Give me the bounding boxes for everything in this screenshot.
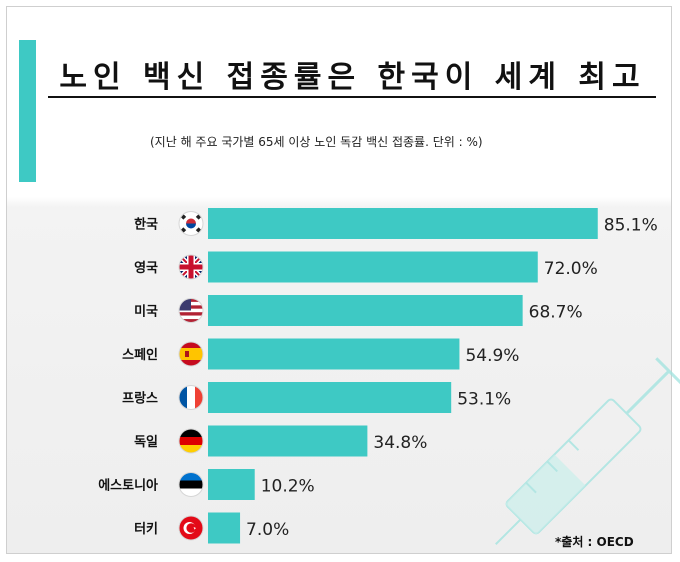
value-label: 53.1% bbox=[457, 390, 511, 410]
value-label: 7.0% bbox=[246, 520, 289, 540]
bar bbox=[208, 425, 368, 457]
category-label: 미국 bbox=[134, 304, 158, 320]
category-label: 터키 bbox=[134, 521, 158, 537]
category-label: 에스토니아 bbox=[98, 478, 158, 494]
value-label: 34.8% bbox=[373, 433, 427, 453]
value-label: 72.0% bbox=[544, 259, 598, 279]
value-label: 68.7% bbox=[529, 303, 583, 323]
category-label: 한국 bbox=[134, 217, 158, 233]
syringe-illustration bbox=[495, 357, 680, 545]
bar bbox=[208, 382, 452, 413]
bar bbox=[208, 512, 241, 544]
france-flag-icon bbox=[178, 385, 204, 410]
category-label: 스페인 bbox=[122, 347, 158, 363]
bar bbox=[208, 469, 255, 500]
bar bbox=[208, 208, 598, 239]
value-label: 10.2% bbox=[261, 477, 315, 497]
accent-bar bbox=[19, 40, 36, 182]
category-label: 영국 bbox=[134, 261, 158, 276]
source-note: *출처 : OECD bbox=[555, 535, 634, 549]
chart-subtitle: (지난 해 주요 국가별 65세 이상 노인 독감 백신 접종률. 단위 : %… bbox=[150, 135, 483, 149]
chart-title: 노인 백신 접종률은 한국이 세계 최고 bbox=[59, 60, 646, 95]
south-korea-flag-icon bbox=[178, 211, 204, 236]
bar bbox=[208, 251, 538, 283]
title-underline bbox=[48, 96, 656, 98]
value-label: 85.1% bbox=[604, 216, 658, 236]
spain-flag-icon bbox=[178, 341, 204, 367]
usa-flag-icon bbox=[178, 298, 204, 323]
turkey-flag-icon bbox=[178, 515, 204, 541]
uk-flag-icon bbox=[178, 254, 204, 280]
estonia-flag-icon bbox=[178, 472, 204, 497]
germany-flag-icon bbox=[178, 428, 204, 454]
category-label: 프랑스 bbox=[122, 392, 158, 407]
bar bbox=[208, 338, 460, 370]
bar bbox=[208, 295, 523, 326]
value-label: 54.9% bbox=[465, 346, 519, 366]
bars-layer: 한국 85.1% 영국 72.0% 미국 68.7% 스페인 54.9% 프랑스 53.1% 독일 3… bbox=[98, 208, 658, 544]
category-label: 독일 bbox=[134, 435, 158, 450]
